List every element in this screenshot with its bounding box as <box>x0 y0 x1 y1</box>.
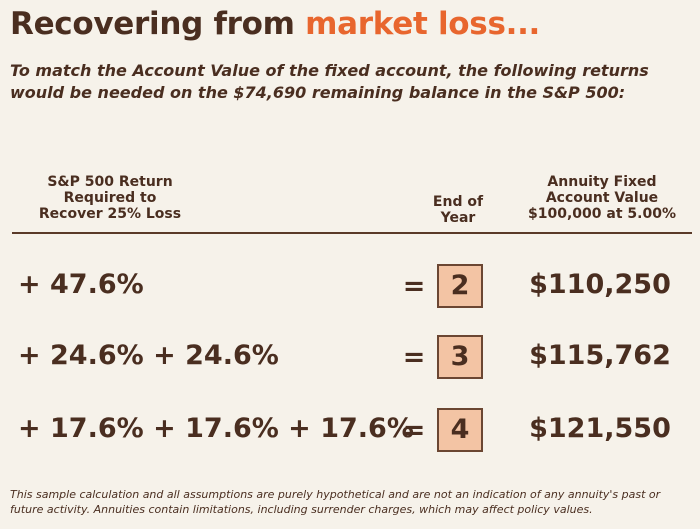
header-line: Recover 25% Loss <box>38 206 182 222</box>
row-returns: + 17.6% + 17.6% + 17.6% <box>18 413 414 444</box>
year-box: 4 <box>437 408 483 452</box>
row-returns: + 47.6% <box>18 269 144 300</box>
year-box: 2 <box>437 264 483 308</box>
header-annuity-value: Annuity Fixed Account Value $100,000 at … <box>512 174 692 222</box>
subtitle: To match the Account Value of the fixed … <box>10 61 649 102</box>
row-equals: = <box>402 271 426 302</box>
row-value: $110,250 <box>529 269 671 300</box>
header-line: S&P 500 Return <box>47 174 173 190</box>
header-sp500-return: S&P 500 Return Required to Recover 25% L… <box>20 174 200 222</box>
header-line: $100,000 at 5.00% <box>528 206 676 222</box>
header-line: Year <box>440 210 476 226</box>
row-equals: = <box>402 342 426 373</box>
row-value: $115,762 <box>529 340 671 371</box>
header-line: Annuity Fixed <box>547 174 657 190</box>
title-accent: market loss... <box>305 6 541 42</box>
page-title: Recovering from market loss... <box>10 6 540 42</box>
footnote: This sample calculation and all assumpti… <box>10 488 661 516</box>
year-box: 3 <box>437 335 483 379</box>
header-end-of-year: End of Year <box>418 194 498 226</box>
header-divider <box>12 232 692 234</box>
row-equals: = <box>402 415 426 446</box>
header-line: Account Value <box>545 190 659 206</box>
header-line: Required to <box>63 190 157 206</box>
title-main: Recovering from <box>10 6 306 42</box>
row-returns: + 24.6% + 24.6% <box>18 340 279 371</box>
header-line: End of <box>432 194 484 210</box>
row-value: $121,550 <box>529 413 671 444</box>
